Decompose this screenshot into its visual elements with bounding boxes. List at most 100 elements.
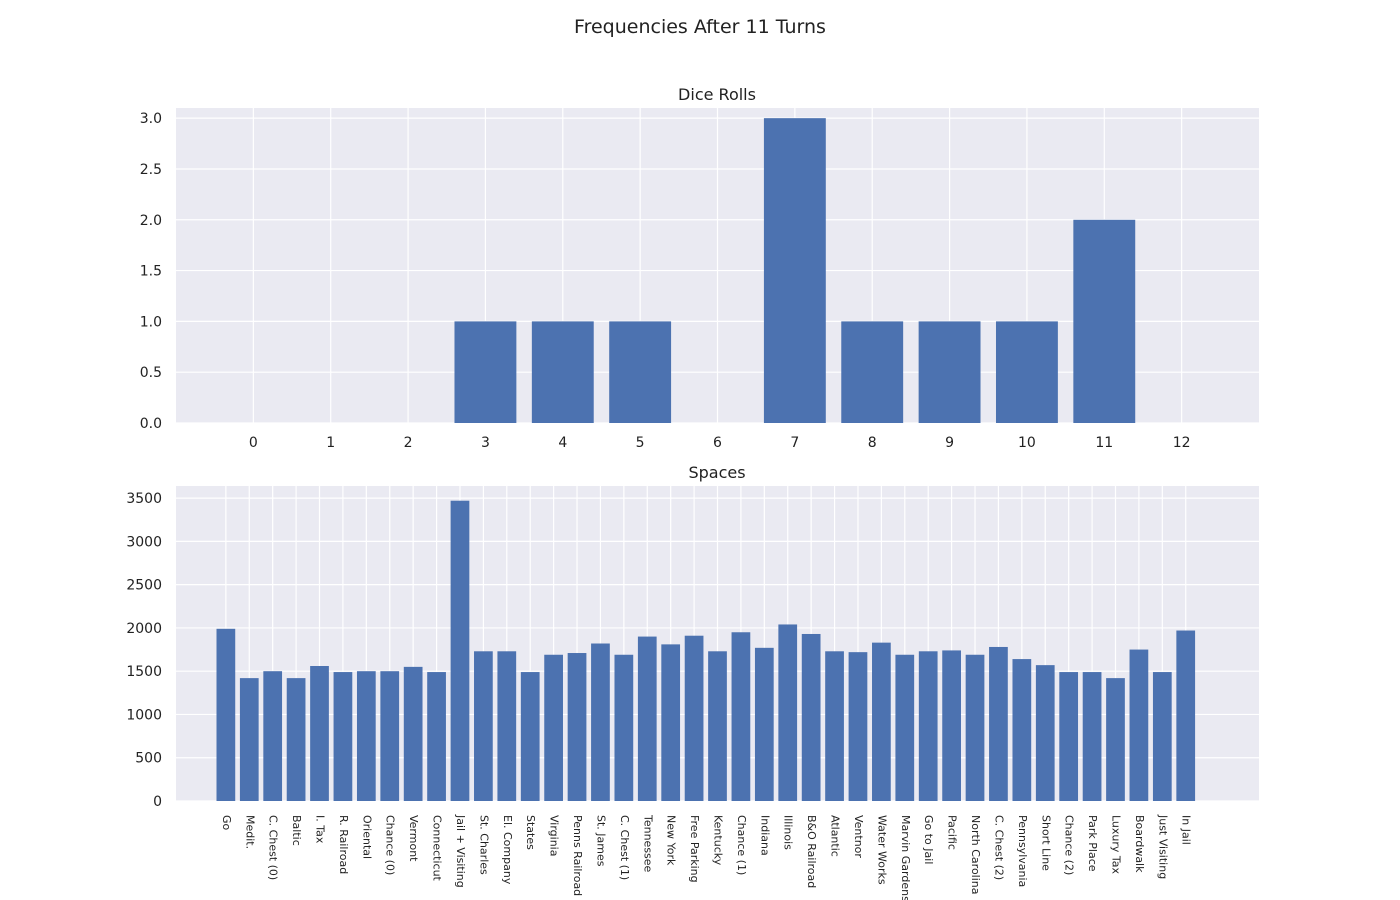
spaces-x-tick-label: North Carolina	[969, 815, 982, 895]
dice-rolls-bar	[609, 321, 672, 423]
dice-rolls-x-tick-label: 5	[636, 435, 645, 451]
spaces-x-tick-label: Chance (1)	[735, 815, 748, 875]
spaces-x-tick-label: Jail + Visiting	[454, 814, 467, 888]
spaces-x-tick-label: Pennsylvania	[1016, 815, 1029, 887]
spaces-bar	[708, 651, 727, 801]
spaces-x-tick-label: Penns Railroad	[571, 815, 584, 896]
dice-rolls-y-tick-label: 1.0	[140, 314, 162, 330]
spaces-x-tick-label: Ventnor	[852, 815, 865, 858]
dice-rolls-x-tick-label: 6	[713, 435, 722, 451]
dice-rolls-x-tick-label: 11	[1095, 435, 1113, 451]
spaces-bar	[474, 651, 493, 801]
spaces-title: Spaces	[688, 463, 745, 482]
spaces-bar	[286, 678, 306, 801]
dice-rolls-bar	[995, 321, 1058, 423]
dice-rolls-x-tick-label: 0	[249, 435, 258, 451]
spaces-bar	[989, 646, 1008, 801]
spaces-x-tick-label: C. Chest (2)	[992, 815, 1005, 880]
spaces-bar	[544, 654, 563, 801]
spaces-x-tick-label: Oriental	[360, 815, 373, 859]
spaces-x-tick-label: Virginia	[548, 815, 561, 856]
dice-rolls-x-tick-label: 1	[326, 435, 335, 451]
spaces-bar	[848, 652, 868, 801]
spaces-x-tick-label: Free Parking	[688, 815, 701, 883]
spaces-bar	[380, 671, 400, 801]
spaces-bars	[216, 500, 1196, 801]
spaces-x-tick-label: Pacific	[946, 815, 959, 850]
spaces-x-tick-label: Just Visiting	[1156, 814, 1169, 879]
spaces-bar	[778, 624, 798, 801]
spaces-x-tick-label: C. Chest (1)	[618, 815, 631, 880]
spaces-bar	[1082, 672, 1102, 801]
dice-rolls-x-tick-label: 10	[1018, 435, 1036, 451]
dice-rolls-bar	[763, 118, 826, 424]
dice-rolls-x-tick-label: 2	[404, 435, 413, 451]
spaces-x-tick-label: Go	[220, 815, 233, 831]
dice-rolls-title: Dice Rolls	[678, 85, 756, 104]
dice-rolls-bar	[841, 321, 904, 423]
dice-rolls-y-tick-label: 0.0	[140, 416, 162, 432]
spaces-bar	[614, 654, 634, 801]
spaces-bar	[918, 651, 938, 801]
dice-rolls-x-tick-label: 9	[945, 435, 954, 451]
spaces-bar	[333, 672, 353, 801]
spaces-bar	[356, 671, 376, 801]
spaces-bar	[1129, 649, 1149, 801]
spaces-bar	[872, 642, 891, 801]
spaces-bar	[684, 635, 704, 801]
spaces-bar	[1152, 672, 1172, 801]
spaces-bar	[825, 651, 844, 801]
dice-rolls-x-tick-label: 8	[868, 435, 877, 451]
dice-rolls-y-tick-label: 2.5	[140, 162, 162, 178]
spaces-x-tick-label: Go to Jail	[922, 815, 935, 864]
spaces-x-tick-label: New York	[665, 815, 678, 866]
dice-rolls-bar	[1073, 219, 1136, 423]
spaces-x-tick-label: R. Railroad	[337, 815, 350, 874]
dice-rolls-bar	[454, 321, 517, 423]
dice-rolls-x-tick-label: 7	[790, 435, 799, 451]
dice-rolls-y-tick-label: 2.0	[140, 213, 162, 229]
spaces-y-tick-label: 1000	[126, 707, 162, 723]
spaces-y-tick-label: 2000	[126, 621, 162, 637]
spaces-bar	[497, 651, 517, 801]
spaces-x-tick-label: States	[524, 815, 537, 850]
spaces-x-tick-label: Park Place	[1086, 815, 1099, 872]
dice-rolls-x-tick-label: 3	[481, 435, 490, 451]
spaces-bar	[567, 653, 587, 801]
spaces-x-tick-label: Water Works	[875, 815, 888, 885]
spaces-bar	[263, 671, 283, 801]
spaces-y-tick-label: 500	[135, 751, 162, 767]
spaces-bar	[754, 647, 774, 801]
spaces-x-tick-label: B&O Railroad	[805, 815, 818, 888]
spaces-y-tick-label: 3500	[126, 491, 162, 507]
dice-rolls-x-tick-label: 4	[558, 435, 567, 451]
spaces-bar	[310, 666, 329, 801]
spaces-bar	[1176, 630, 1196, 801]
spaces-bar	[661, 644, 681, 801]
spaces-y-ticks: 0 500 1000 1500 2000 2500 3000 3500	[126, 491, 162, 810]
spaces-bar	[637, 636, 657, 801]
spaces-bar	[427, 672, 446, 801]
spaces-bar	[801, 633, 821, 801]
dice-rolls-x-ticks: 0 1 2 3 4 5 6 7 8 9 10 11 12	[249, 435, 1191, 451]
spaces-x-tick-label: Medit.	[243, 815, 256, 849]
spaces-x-tick-label: Chance (0)	[384, 815, 397, 875]
spaces-x-tick-label: Connecticut	[431, 815, 444, 882]
dice-rolls-bars	[454, 118, 1136, 424]
spaces-bar	[216, 628, 236, 801]
dice-rolls-y-tick-label: 1.5	[140, 264, 162, 280]
dice-rolls-y-ticks: 0.0 0.5 1.0 1.5 2.0 2.5 3.0	[140, 111, 162, 432]
spaces-x-tick-label: Baltic	[290, 815, 303, 846]
spaces-bar	[239, 678, 259, 801]
spaces-bar	[403, 666, 423, 801]
spaces-x-tick-label: Illinois	[782, 815, 795, 850]
spaces-x-tick-label: Vermont	[407, 815, 420, 862]
spaces-bar	[965, 654, 985, 801]
spaces-bar	[1012, 659, 1032, 801]
spaces-bar	[1059, 672, 1079, 801]
spaces-x-tick-label: In Jail	[1180, 815, 1193, 845]
spaces-x-tick-label: Indiana	[758, 815, 771, 856]
spaces-x-tick-label: Tennessee	[641, 814, 654, 873]
